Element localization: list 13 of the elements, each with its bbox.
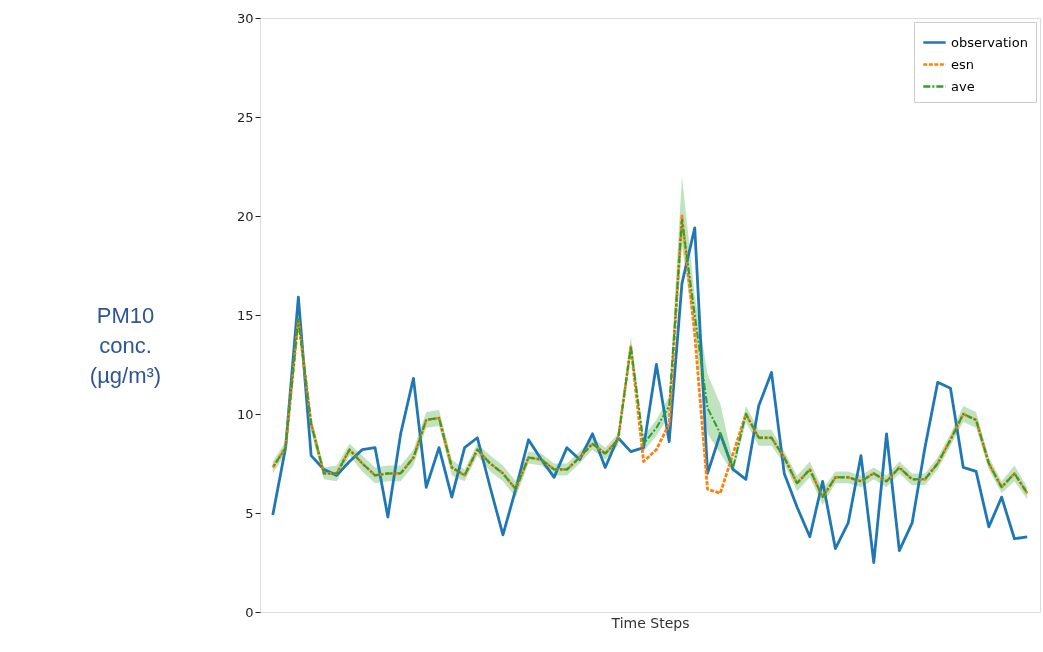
y-tick-label: 30 bbox=[236, 10, 254, 26]
y-tick-label: 0 bbox=[245, 604, 254, 620]
y-tick-label: 10 bbox=[236, 406, 254, 422]
line-series bbox=[271, 226, 1029, 564]
y-tick-label: 20 bbox=[236, 208, 254, 224]
y-tick-label: 5 bbox=[245, 505, 254, 521]
legend-label: esn bbox=[951, 56, 975, 72]
y-axis-title: PM10 conc. (µg/m³) bbox=[89, 302, 162, 388]
y-tick-label: 15 bbox=[236, 307, 254, 323]
legend-label: observation bbox=[951, 34, 1028, 50]
y-tick-label: 25 bbox=[236, 109, 254, 125]
legend-label: ave bbox=[951, 78, 975, 94]
x-axis-title: Time Steps bbox=[610, 614, 690, 631]
